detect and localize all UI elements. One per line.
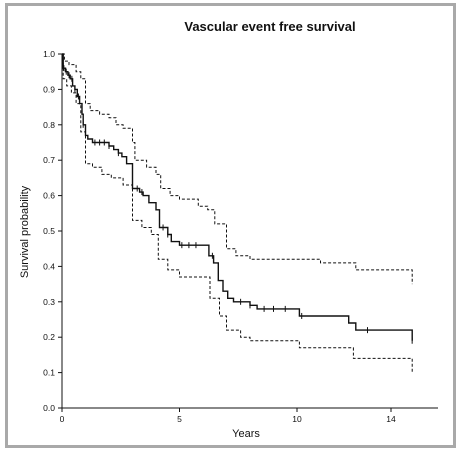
x-tick-label: 14 [386,414,396,424]
y-tick-label: 0.4 [43,261,55,271]
survival-chart: Vascular event free survival 0.00.10.20.… [19,19,438,440]
y-tick-label: 0.2 [43,332,55,342]
y-tick-label: 0.5 [43,226,55,236]
x-tick-label: 10 [292,414,302,424]
estimate-line [62,53,413,341]
lower-confidence-line [62,53,413,373]
censor-marks [63,65,413,344]
chart-frame: Vascular event free survival 0.0 0.1 0.2 0.… [5,3,456,448]
x-ticks: 0 5 10 14 [60,408,396,424]
y-tick-label: 1.0 [43,49,55,59]
y-tick-label: 0.3 [43,297,55,307]
y-axis-label: Survival probability [19,185,31,278]
plot-area: 0.0 0.1 0.2 0.3 0.4 0.5 0.6 0.7 0.8 0.9 1.0 0 5 10 14 [43,49,438,424]
x-tick-label: 0 [60,414,65,424]
chart-title: Vascular event free survival [184,19,355,34]
y-ticks: 0.0 0.1 0.2 0.3 0.4 0.5 0.6 0.7 0.8 0.9 1.0 [43,49,62,413]
y-tick-label: 0.7 [43,155,55,165]
y-tick-label: 0.6 [43,191,55,201]
x-tick-label: 5 [177,414,182,424]
y-tick-label: 0.0 [43,403,55,413]
x-axis-label: Years [232,428,260,440]
y-tick-label: 0.8 [43,120,55,130]
y-tick-label: 0.9 [43,84,55,94]
upper-confidence-line [62,53,413,285]
y-tick-label: 0.1 [43,368,55,378]
series-layer [62,53,413,373]
